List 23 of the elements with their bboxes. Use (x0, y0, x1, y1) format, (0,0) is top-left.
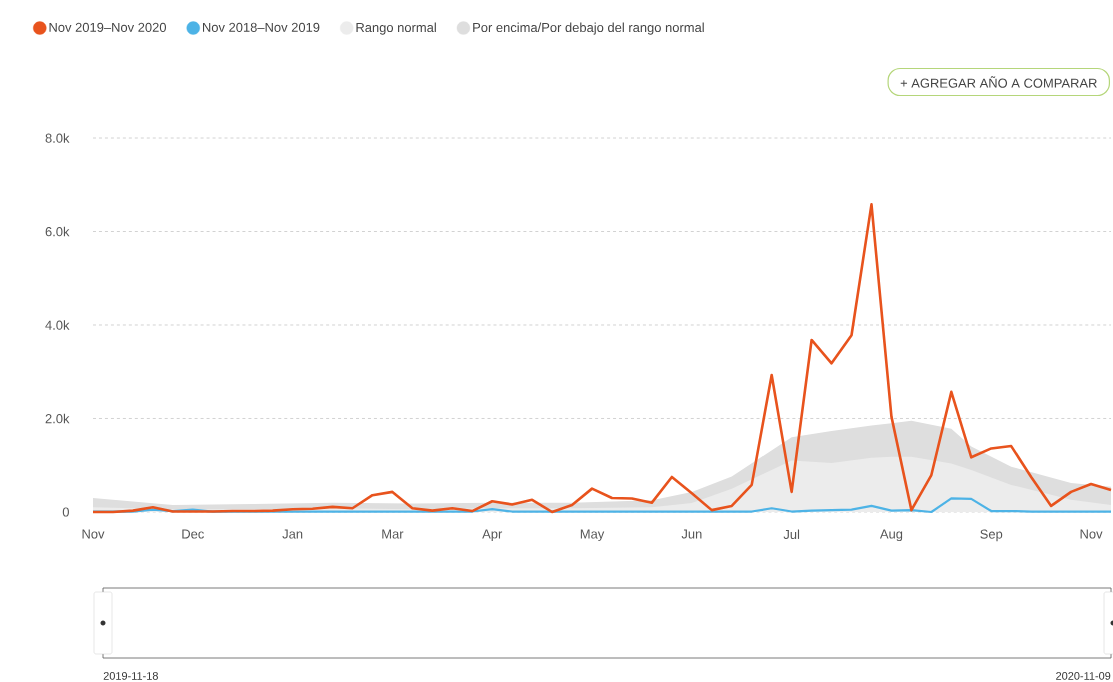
text: + AGREGAR AÑO A COMPARAR (900, 76, 1097, 88)
x-tick-label: Mar (382, 529, 404, 539)
y-tick-label: 4.0k (45, 320, 70, 330)
legend-label: Nov 2019–Nov 2020 (49, 22, 167, 32)
x-tick-label: Sep (980, 529, 1003, 542)
legend-label: Por encima/Por debajo del rango normal (473, 22, 704, 35)
x-tick-label: Aug (879, 529, 903, 542)
text: 2019-11-18 (103, 672, 158, 680)
y-tick-label: 2.0k (45, 413, 70, 424)
x-tick-label: Jun (681, 529, 702, 539)
x-tick-label: May (580, 529, 605, 542)
legend-label: Rango normal (356, 22, 436, 35)
x-tick-label: Apr (482, 529, 503, 542)
x-tick-label: Dec (182, 529, 204, 539)
legend-label: Nov 2018–Nov 2019 (203, 22, 320, 32)
y-tick-label: 6.0k (45, 226, 70, 237)
x-tick-label: Jan (282, 529, 303, 539)
x-tick-label: Nov (82, 529, 105, 539)
x-tick-label: Nov (1080, 529, 1103, 539)
y-tick-label: 0 (62, 507, 69, 517)
text: 2020-11-09 (1056, 672, 1111, 680)
x-tick-label: Jul (783, 529, 800, 540)
y-tick-label: 8.0k (45, 133, 70, 143)
